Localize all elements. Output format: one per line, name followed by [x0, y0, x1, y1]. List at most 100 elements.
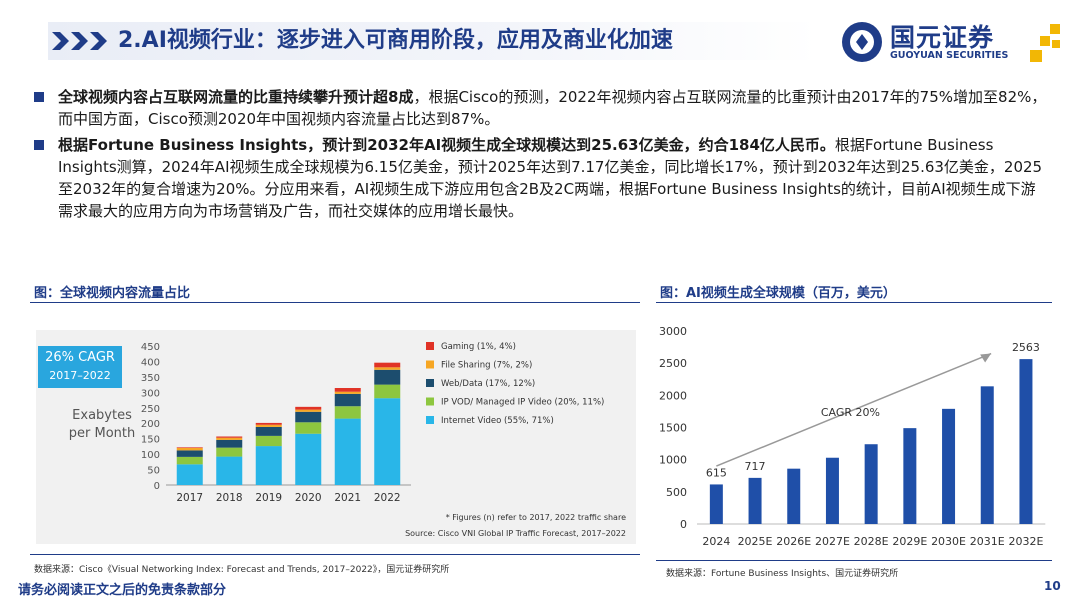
- bar-segment: [334, 391, 361, 394]
- bar: [787, 468, 801, 524]
- chart-footnote: * Figures (n) refer to 2017, 2022 traffi…: [446, 513, 626, 522]
- bar: [709, 484, 723, 524]
- legend-swatch: [426, 379, 434, 387]
- x-tick-label: 2025E: [738, 535, 773, 548]
- bar: [748, 477, 762, 524]
- y-tick-label: 300: [141, 388, 160, 399]
- figure-right-title: 图：AI视频生成全球规模（百万，美元）: [660, 286, 896, 301]
- footer-disclaimer: 请务必阅读正文之后的免责条款部分: [18, 583, 227, 598]
- x-tick-label: 2022: [374, 492, 401, 504]
- y-tick-label: 50: [147, 466, 160, 477]
- cagr-arrow-line: [716, 352, 992, 467]
- bar-segment: [334, 418, 361, 485]
- x-tick-label: 2028E: [854, 535, 889, 548]
- bar-segment: [334, 393, 361, 407]
- data-label: 2563: [1012, 341, 1040, 354]
- figure-right-source: 数据来源：Fortune Business Insights、国元证券研究所: [666, 569, 899, 579]
- bar-segment: [216, 437, 243, 440]
- y-tick-label: 1000: [659, 454, 687, 467]
- cagr-badge-rate: 26% CAGR: [45, 350, 115, 365]
- bar-segment: [374, 369, 401, 385]
- page-title: 2.AI视频行业：逐步进入可商用阶段，应用及商业化加速: [118, 28, 673, 53]
- page-number: 10: [1044, 579, 1061, 593]
- bar-segment: [255, 435, 282, 447]
- bar: [980, 386, 994, 524]
- logo-squares-icon: [1030, 24, 1060, 62]
- legend-label: File Sharing (7%, 2%): [441, 361, 532, 371]
- x-tick-label: 2032E: [1008, 535, 1043, 548]
- bar-segment: [176, 447, 203, 451]
- legend-label: Internet Video (55%, 71%): [441, 416, 554, 426]
- y-tick-label: 0: [680, 518, 687, 531]
- legend-label: Web/Data (17%, 12%): [441, 379, 535, 389]
- y-tick-label: 450: [141, 342, 160, 353]
- bar-segment: [295, 422, 322, 434]
- figure-right-bottom-divider: [656, 560, 1052, 561]
- figure-right-divider: [656, 302, 1052, 303]
- bar-segment: [374, 367, 401, 370]
- bullet-item: 全球视频内容占互联网流量的比重持续攀升预计超8成，根据Cisco的预测，2022…: [30, 86, 1050, 130]
- bar-segment: [255, 424, 282, 427]
- y-tick-label: 2000: [659, 389, 687, 402]
- y-tick-label: 2500: [659, 357, 687, 370]
- logo-mark-icon: [842, 22, 882, 62]
- bar-segment: [176, 447, 203, 448]
- bullet-list: 全球视频内容占互联网流量的比重持续攀升预计超8成，根据Cisco的预测，2022…: [30, 86, 1050, 226]
- y-tick-label: 200: [141, 419, 160, 430]
- chart-left-ylabel: Exabytes per Month: [62, 407, 142, 443]
- bar-segment: [295, 411, 322, 423]
- bullet-bold: 全球视频内容占互联网流量的比重持续攀升预计超8成: [58, 88, 414, 106]
- bar-segment: [295, 406, 322, 410]
- bar-segment: [216, 436, 243, 438]
- y-tick-label: 350: [141, 373, 160, 384]
- y-tick-label: 0: [154, 481, 160, 492]
- bar-segment: [334, 406, 361, 419]
- bullet-text: 根据Fortune Business Insights测算，2024年AI视频生…: [58, 136, 1043, 220]
- cagr-badge: 26% CAGR 2017–2022: [38, 346, 122, 388]
- bar-segment: [295, 409, 322, 412]
- legend-swatch: [426, 360, 434, 369]
- bar-segment: [176, 464, 203, 485]
- x-tick-label: 2020: [295, 492, 322, 504]
- bar-segment: [374, 362, 401, 368]
- bar-segment: [374, 398, 401, 485]
- x-tick-label: 2019: [255, 492, 282, 504]
- legend-label: Gaming (1%, 4%): [441, 342, 516, 352]
- bar-segment: [176, 450, 203, 457]
- bar: [1019, 359, 1033, 524]
- bar-segment: [255, 426, 282, 436]
- bar-segment: [295, 433, 322, 485]
- bar-segment: [255, 422, 282, 425]
- title-bar: [48, 22, 818, 60]
- x-tick-label: 2021: [334, 492, 361, 504]
- x-tick-label: 2017: [176, 492, 203, 504]
- cagr-arrow-head-icon: [980, 353, 992, 363]
- chart-right: 0 500 1000 1500 2000 2500 3000 2024 615 2025E 717 2…: [659, 325, 1046, 548]
- legend-label: IP VOD/ Managed IP Video (20%, 11%): [441, 398, 604, 408]
- bullet-bold: 根据Fortune Business Insights，预计到2032年AI视频…: [58, 136, 835, 154]
- bar-segment: [176, 456, 203, 465]
- bar-segment: [216, 439, 243, 448]
- x-tick-label: 2024: [702, 535, 730, 548]
- y-tick-label: 1500: [659, 422, 687, 435]
- ylabel-line: Exabytes: [72, 408, 132, 423]
- bar: [942, 408, 956, 524]
- bar: [903, 428, 917, 524]
- data-label: 615: [706, 466, 727, 479]
- bullet-square-icon: [34, 92, 44, 102]
- chart-left: 0 50 100 150 200 250 300 350 400 450 2017 2018 2019 2…: [141, 342, 626, 538]
- figure-left-source: 数据来源：Cisco《Visual Networking Index: Fore…: [34, 565, 450, 575]
- figure-left-divider: [30, 302, 640, 303]
- figure-left-title: 图：全球视频内容流量占比: [34, 286, 191, 301]
- y-tick-label: 500: [666, 486, 687, 499]
- x-tick-label: 2029E: [892, 535, 927, 548]
- y-tick-label: 100: [141, 450, 160, 461]
- ylabel-line: per Month: [68, 426, 136, 441]
- legend-swatch: [426, 416, 434, 424]
- slide-header: 2.AI视频行业：逐步进入可商用阶段，应用及商业化加速 国元证券 GUOYUAN…: [0, 0, 1080, 80]
- chart-inner-source: Source: Cisco VNI Global IP Traffic Fore…: [405, 529, 626, 538]
- logo-text-en: GUOYUAN SECURITIES: [890, 50, 1009, 61]
- bullet-text: ，根据Cisco的预测，2022年视频内容占互联网流量的比重预计由2017年的7…: [58, 88, 1047, 128]
- cagr-annotation: CAGR 20%: [821, 406, 880, 419]
- brand-logo: 国元证券 GUOYUAN SECURITIES: [838, 16, 1068, 68]
